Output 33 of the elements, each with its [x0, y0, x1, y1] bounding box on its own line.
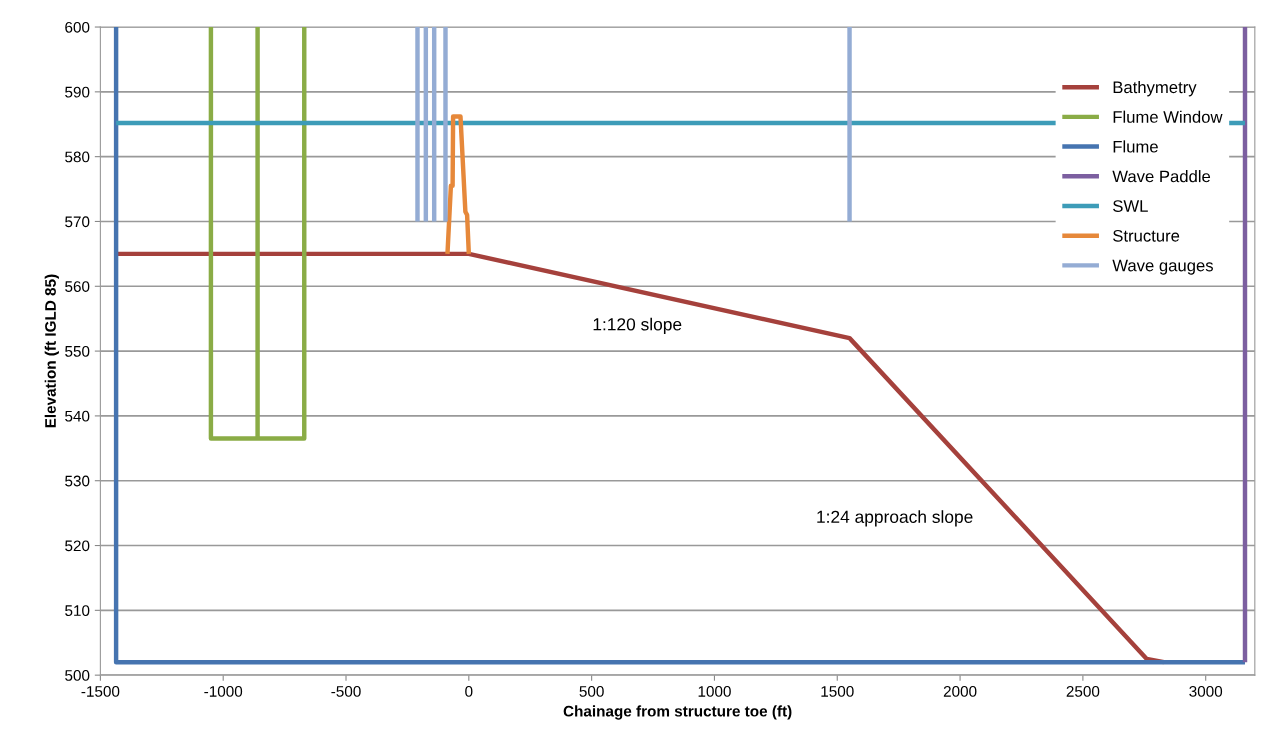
- x-tick-label: 2500: [1066, 685, 1100, 697]
- legend-label: SWL: [1113, 200, 1148, 212]
- x-tick-label: 2000: [943, 685, 977, 697]
- x-tick-label: 0: [465, 685, 473, 697]
- y-tick-label: 500: [65, 670, 90, 681]
- legend-label: Wave gauges: [1112, 259, 1213, 275]
- x-axis-title: Chainage from structure toe (ft): [563, 705, 792, 720]
- x-tick-label: 1000: [698, 685, 731, 697]
- annotation: 1:120 slope: [593, 317, 682, 334]
- y-tick-label: 530: [65, 475, 90, 487]
- annotation: 1:24 approach slope: [817, 510, 973, 527]
- legend-label: Bathymetry: [1113, 80, 1197, 97]
- y-tick-label: 520: [65, 540, 90, 552]
- y-tick-label: 600: [65, 21, 90, 33]
- line-series: [445, 114, 472, 257]
- legend-label: Flume Window: [1113, 110, 1223, 123]
- x-tick-label: -1000: [204, 685, 243, 697]
- y-tick-label: 510: [65, 605, 90, 617]
- y-tick-label: 570: [65, 216, 90, 228]
- x-tick-label: -500: [331, 685, 361, 697]
- y-tick-label: 580: [65, 151, 90, 163]
- x-tick-label: 500: [579, 685, 604, 697]
- y-tick-label: 550: [65, 345, 90, 357]
- y-tick-label: 560: [65, 281, 90, 292]
- y-tick-label: 590: [65, 86, 90, 98]
- y-tick-label: 540: [65, 410, 90, 422]
- x-tick-label: -1500: [81, 685, 120, 697]
- legend-label: Structure: [1113, 229, 1180, 242]
- x-tick-label: 3000: [1189, 685, 1223, 697]
- y-axis-title: Elevation (ft IGLD 85): [44, 274, 59, 428]
- legend-label: Flume: [1113, 140, 1158, 153]
- x-tick-label: 1500: [821, 685, 854, 697]
- legend-label: Wave Paddle: [1112, 170, 1211, 183]
